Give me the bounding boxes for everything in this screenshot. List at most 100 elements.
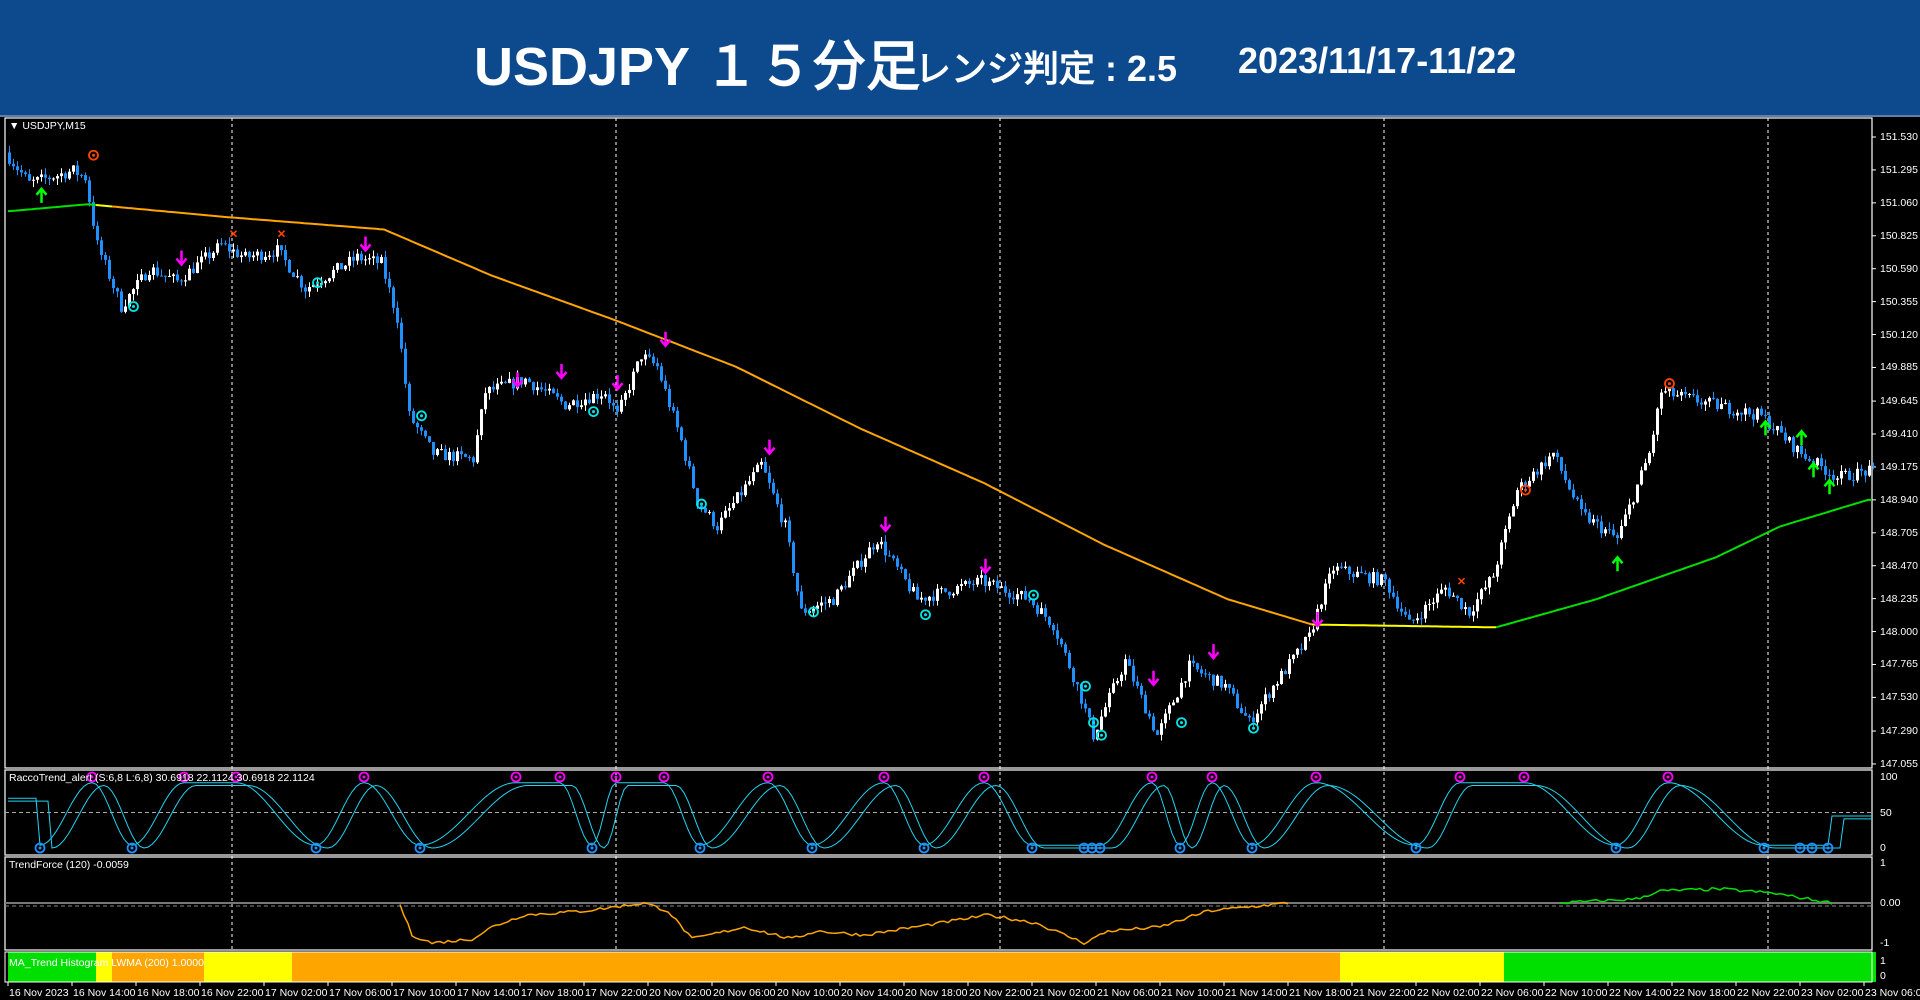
lwma-200-line: [111, 205, 1313, 626]
candle: [800, 591, 803, 609]
candle: [792, 542, 795, 574]
candle: [496, 383, 499, 390]
candle: [584, 399, 587, 406]
candle: [916, 587, 919, 600]
candle: [404, 348, 407, 384]
oscillator-trough-icon-dot: [922, 846, 926, 850]
oscillator-trough-icon: [1086, 842, 1098, 854]
candle: [1728, 402, 1731, 415]
collapse-triangle-icon[interactable]: ▼: [9, 120, 23, 132]
candle: [564, 401, 567, 410]
time-axis-label: 20 Nov 18:00: [905, 987, 968, 999]
candle: [736, 492, 739, 504]
cyan-target-icon: [128, 301, 139, 312]
candle: [60, 173, 63, 177]
candle: [1500, 542, 1503, 565]
candle: [52, 178, 55, 180]
candle: [160, 275, 163, 277]
candle: [976, 577, 979, 585]
candle: [872, 547, 875, 550]
histogram-segment: [112, 952, 204, 982]
oscillator-trough-icon: [1610, 842, 1622, 854]
candle: [468, 456, 471, 458]
buy-arrow-icon: [35, 186, 48, 203]
cyan-target-icon: [1028, 589, 1039, 601]
candle: [372, 256, 375, 259]
cross-mark-icon: [1457, 577, 1466, 585]
candle: [996, 580, 999, 588]
lwma-200-line: [1311, 623, 1496, 629]
candle: [1072, 668, 1075, 683]
candle: [232, 249, 235, 252]
candle: [1556, 452, 1559, 458]
candle: [1652, 434, 1655, 453]
candle: [72, 165, 75, 172]
candle: [836, 589, 839, 605]
candle: [1192, 660, 1195, 664]
trendforce-positive-line: [1559, 886, 1833, 905]
oscillator-peak-icon: [1518, 771, 1530, 783]
candle: [1296, 648, 1299, 655]
candle: [1840, 471, 1843, 479]
candle: [1104, 707, 1107, 717]
oscillator-trough-icon-dot: [1810, 846, 1814, 850]
candle: [1796, 445, 1799, 453]
cyan-target-icon-dot: [1084, 684, 1087, 688]
candle: [1676, 395, 1679, 397]
oscillator-peak-icon-dot: [558, 775, 562, 779]
candle: [1460, 597, 1463, 610]
trendforce-axis-label: -1: [1880, 937, 1890, 949]
time-axis-label: 21 Nov 22:00: [1353, 987, 1416, 999]
candle: [1496, 564, 1499, 577]
cyan-target-icon-dot: [700, 502, 703, 506]
candle: [1780, 426, 1783, 433]
time-axis-label: 23 Nov 06:00: [1865, 987, 1920, 999]
candle: [1704, 401, 1707, 405]
time-axis-label: 21 Nov 18:00: [1289, 987, 1352, 999]
cyan-target-icon-dot: [132, 305, 135, 309]
orange-target-icon-dot: [92, 153, 95, 157]
oscillator-trough-icon: [1822, 842, 1834, 854]
candle: [1308, 632, 1311, 637]
candle: [1428, 603, 1431, 605]
candle: [1312, 629, 1315, 633]
candle: [1012, 597, 1015, 600]
candle: [1264, 694, 1267, 705]
price-axis-label: 151.060: [1880, 196, 1918, 209]
candle: [1292, 654, 1295, 660]
candle: [1348, 566, 1351, 574]
candle: [400, 322, 403, 349]
price-axis-label: 149.885: [1880, 361, 1918, 374]
candle: [1112, 683, 1115, 693]
candle: [1140, 685, 1143, 695]
candle: [1696, 395, 1699, 403]
candle: [344, 265, 347, 270]
candle: [96, 225, 99, 241]
candle: [720, 517, 723, 531]
sell-arrow-icon: [611, 375, 624, 392]
oscillator-trough-icon: [414, 842, 426, 854]
candle: [884, 541, 887, 556]
candle: [212, 252, 215, 258]
candle: [604, 394, 607, 397]
candle: [1504, 528, 1507, 543]
candle: [1440, 589, 1443, 594]
cyan-target-icon: [1088, 717, 1099, 729]
cross-mark-icon: [277, 230, 286, 238]
sell-arrow-icon: [359, 236, 372, 253]
candle: [1568, 480, 1571, 490]
candle: [608, 394, 611, 404]
time-axis-label: 20 Nov 02:00: [649, 987, 712, 999]
candle: [1008, 592, 1011, 598]
candle: [452, 451, 455, 462]
candle: [628, 389, 631, 394]
symbol-label[interactable]: ▼ USDJPY,M15: [9, 120, 86, 132]
candle: [84, 175, 87, 181]
candle: [1536, 471, 1539, 475]
candle: [1800, 445, 1803, 455]
candle: [1456, 595, 1459, 598]
candle: [1648, 452, 1651, 464]
candle: [56, 176, 59, 179]
candle: [392, 287, 395, 308]
